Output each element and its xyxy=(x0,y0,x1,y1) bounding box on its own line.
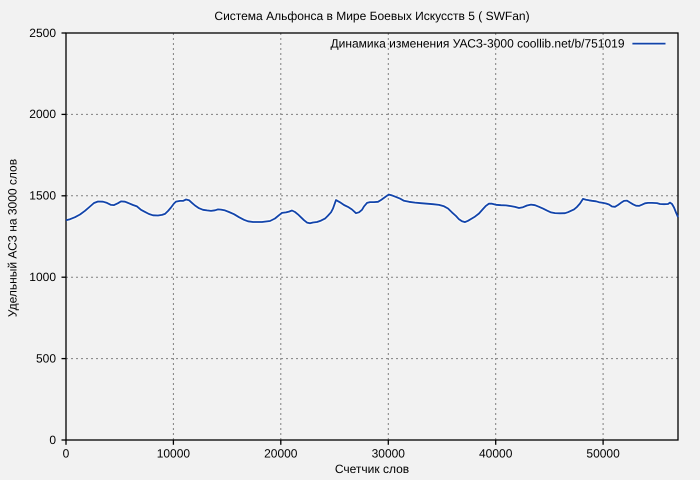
svg-text:Счетчик слов: Счетчик слов xyxy=(335,462,409,476)
svg-text:500: 500 xyxy=(36,351,56,365)
svg-text:1000: 1000 xyxy=(29,270,56,284)
svg-text:0: 0 xyxy=(63,447,70,461)
svg-text:0: 0 xyxy=(49,433,56,447)
svg-text:Динамика изменения УАСЗ-3000 c: Динамика изменения УАСЗ-3000 coollib.net… xyxy=(331,36,625,50)
svg-text:Удельный АСЗ на 3000 слов: Удельный АСЗ на 3000 слов xyxy=(6,159,20,317)
svg-text:2000: 2000 xyxy=(29,107,56,121)
svg-text:40000: 40000 xyxy=(479,447,513,461)
svg-text:50000: 50000 xyxy=(586,447,620,461)
svg-text:20000: 20000 xyxy=(264,447,298,461)
svg-text:30000: 30000 xyxy=(372,447,406,461)
svg-text:2500: 2500 xyxy=(29,26,56,40)
svg-text:1500: 1500 xyxy=(29,189,56,203)
svg-text:10000: 10000 xyxy=(157,447,191,461)
svg-text:Система Альфонса в Мире Боевых: Система Альфонса в Мире Боевых Искусств … xyxy=(214,9,529,23)
